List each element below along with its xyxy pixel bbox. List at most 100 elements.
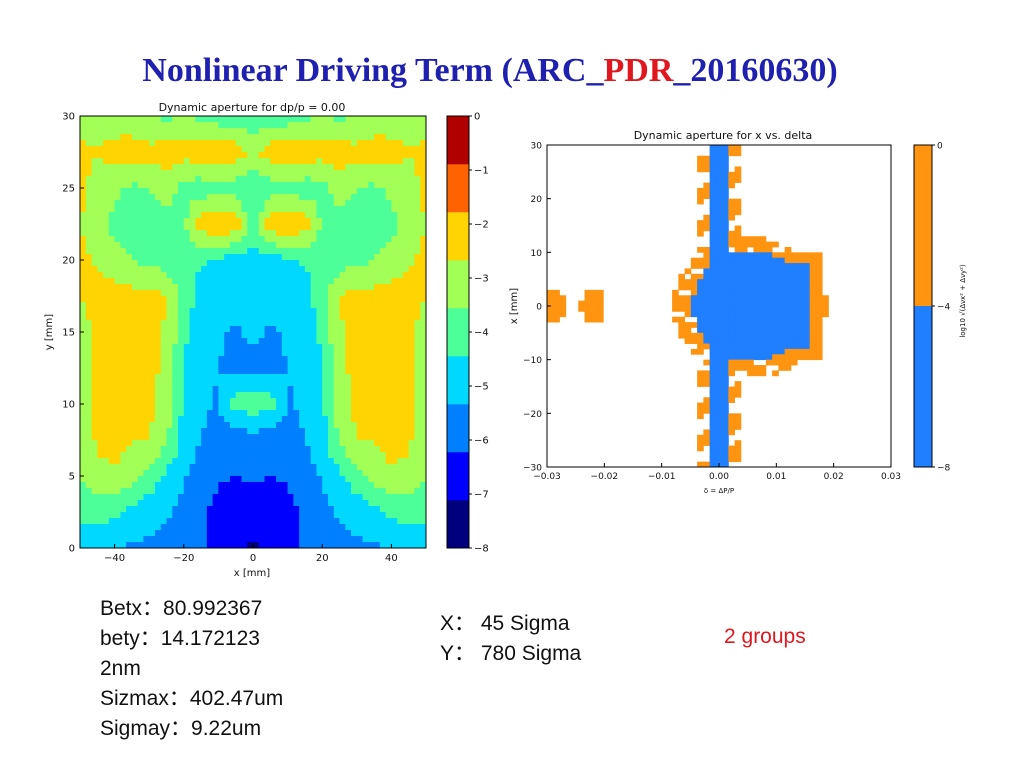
heatmap-cell [333, 212, 340, 219]
heatmap-cell [218, 470, 225, 477]
heatmap-cell [126, 188, 133, 195]
aperture-cell [772, 300, 779, 307]
aperture-cell [784, 306, 792, 312]
heatmap-cell [114, 320, 121, 327]
heatmap-cell [391, 254, 398, 261]
heatmap-cell [374, 308, 381, 315]
heatmap-cell [172, 254, 179, 261]
aperture-cell [690, 257, 698, 264]
aperture-cell [753, 338, 761, 344]
heatmap-cell [281, 428, 288, 435]
heatmap-cell [91, 128, 98, 135]
heatmap-cell [85, 518, 92, 525]
heatmap-cell [126, 452, 133, 459]
heatmap-cell [126, 296, 133, 303]
heatmap-cell [374, 398, 381, 405]
aperture-cell [728, 322, 736, 328]
heatmap-cell [212, 152, 219, 159]
heatmap-cell [374, 428, 381, 435]
heatmap-cell [385, 338, 392, 345]
aperture-cell [740, 338, 748, 344]
heatmap-cell [143, 224, 150, 231]
aperture-cell [753, 354, 761, 361]
aperture-cell [728, 348, 736, 355]
heatmap-cell [172, 434, 179, 441]
heatmap-cell [235, 140, 242, 147]
heatmap-cell [247, 524, 254, 531]
heatmap-cell [391, 218, 398, 225]
heatmap-cell [97, 452, 104, 459]
heatmap-cell [414, 374, 421, 381]
heatmap-cell [258, 230, 265, 237]
heatmap-cell [322, 422, 329, 429]
heatmap-cell [374, 476, 381, 483]
heatmap-cell [310, 470, 317, 477]
heatmap-cell [154, 500, 162, 507]
heatmap-cell [258, 368, 265, 375]
aperture-cell [778, 273, 786, 280]
heatmap-cell [224, 146, 231, 153]
heatmap-cell [131, 332, 139, 339]
heatmap-cell [212, 236, 219, 243]
heatmap-cell [247, 230, 254, 237]
aperture-cell [790, 284, 798, 291]
aperture-cell [728, 145, 736, 151]
heatmap-cell [258, 452, 265, 459]
heatmap-cell [229, 512, 237, 519]
heatmap-cell [270, 362, 277, 369]
heatmap-cell [397, 176, 404, 183]
heatmap-cell [206, 518, 214, 525]
heatmap-cell [126, 398, 133, 405]
heatmap-cell [189, 446, 196, 453]
heatmap-cell [339, 494, 346, 501]
heatmap-cell [172, 368, 179, 375]
heatmap-cell [235, 278, 242, 285]
heatmap-cell [212, 536, 219, 543]
aperture-cell [803, 316, 811, 323]
heatmap-cell [160, 122, 167, 129]
heatmap-cell [368, 242, 375, 249]
chart1-colorbar-band [447, 260, 469, 309]
heatmap-cell [149, 530, 156, 537]
heatmap-cell [212, 452, 219, 459]
aperture-cell [765, 306, 773, 312]
heatmap-cell [195, 404, 202, 411]
aperture-cell [803, 338, 811, 344]
heatmap-cell [224, 254, 231, 261]
heatmap-cell [137, 248, 144, 255]
heatmap-cell [120, 422, 127, 429]
heatmap-cell [241, 248, 248, 255]
aperture-cell [715, 220, 723, 226]
heatmap-cell [333, 242, 340, 249]
aperture-cell [747, 241, 754, 248]
heatmap-cell [80, 350, 87, 357]
heatmap-cell [287, 320, 294, 327]
heatmap-cell [103, 476, 110, 483]
heatmap-cell [322, 398, 329, 405]
heatmap-cell [206, 236, 214, 243]
heatmap-cell [97, 308, 104, 315]
heatmap-cell [299, 314, 306, 321]
heatmap-cell [299, 296, 306, 303]
heatmap-cell [281, 440, 288, 447]
heatmap-cell [322, 206, 329, 213]
aperture-cell [740, 322, 748, 328]
aperture-cell [797, 316, 804, 323]
heatmap-cell [235, 506, 242, 513]
heatmap-cell [149, 212, 156, 219]
heatmap-cell [172, 278, 179, 285]
heatmap-cell [206, 386, 214, 393]
heatmap-cell [281, 338, 288, 345]
heatmap-cell [379, 194, 387, 201]
heatmap-cell [414, 200, 421, 207]
heatmap-cell [270, 278, 277, 285]
heatmap-cell [264, 422, 271, 429]
heatmap-cell [131, 158, 139, 165]
heatmap-cell [333, 536, 340, 543]
heatmap-cell [304, 434, 312, 441]
heatmap-cell [281, 134, 288, 141]
heatmap-cell [408, 164, 415, 171]
heatmap-cell [80, 194, 87, 201]
heatmap-cell [322, 524, 329, 531]
heatmap-cell [253, 452, 260, 459]
